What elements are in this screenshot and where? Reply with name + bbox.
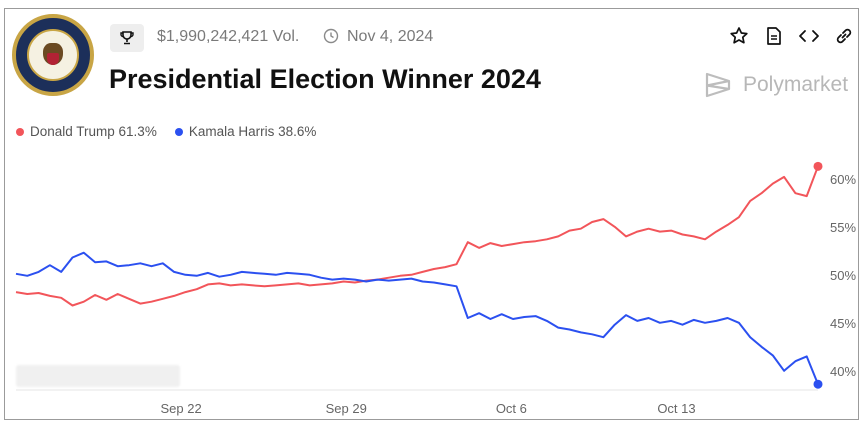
x-tick-label: Oct 13 — [657, 401, 695, 416]
x-tick-label: Oct 6 — [496, 401, 527, 416]
legend-label-harris: Kamala Harris 38.6% — [188, 124, 317, 139]
polymarket-logo-icon — [705, 72, 731, 98]
legend-item-harris: Kamala Harris 38.6% — [174, 124, 317, 139]
bookmark-button[interactable] — [728, 25, 750, 47]
x-tick-label: Sep 22 — [161, 401, 202, 416]
rules-button[interactable] — [763, 25, 785, 47]
y-tick-label: 40% — [830, 364, 856, 379]
chart-legend: Donald Trump 61.3% Kamala Harris 38.6% — [16, 124, 316, 139]
trophy-button[interactable] — [110, 24, 144, 52]
y-tick-label: 45% — [830, 316, 856, 331]
legend-dot-harris — [174, 127, 183, 136]
y-tick-label: 60% — [830, 172, 856, 187]
legend-label-trump: Donald Trump 61.3% — [30, 124, 157, 139]
document-icon — [767, 27, 781, 45]
series-line-trump — [15, 165, 819, 307]
x-tick-label: Sep 29 — [326, 401, 367, 416]
presidential-seal-logo — [12, 14, 94, 96]
seal-inner — [27, 29, 79, 81]
clock-icon — [323, 28, 339, 44]
trophy-icon — [120, 31, 134, 45]
legend-item-trump: Donald Trump 61.3% — [16, 124, 157, 139]
series-line-harris — [15, 251, 819, 385]
y-tick-label: 50% — [830, 268, 856, 283]
link-icon — [836, 28, 852, 44]
polymarket-brand[interactable]: Polymarket — [703, 70, 848, 100]
brand-name: Polymarket — [743, 73, 849, 96]
legend-dot-trump — [16, 127, 24, 136]
series-endpoint-trump — [813, 161, 823, 171]
redacted-watermark — [16, 365, 180, 387]
copy-link-button[interactable] — [833, 25, 855, 47]
embed-button[interactable] — [798, 25, 820, 47]
volume-label: $1,990,242,421 Vol. — [157, 28, 300, 45]
action-toolbar — [728, 25, 855, 47]
shield-icon — [47, 53, 59, 65]
star-icon — [730, 27, 748, 44]
series-endpoint-harris — [813, 379, 823, 389]
y-tick-label: 55% — [830, 220, 856, 235]
embed-code-icon — [799, 30, 819, 42]
market-title: Presidential Election Winner 2024 — [109, 64, 541, 94]
end-date: Nov 4, 2024 — [347, 28, 434, 45]
